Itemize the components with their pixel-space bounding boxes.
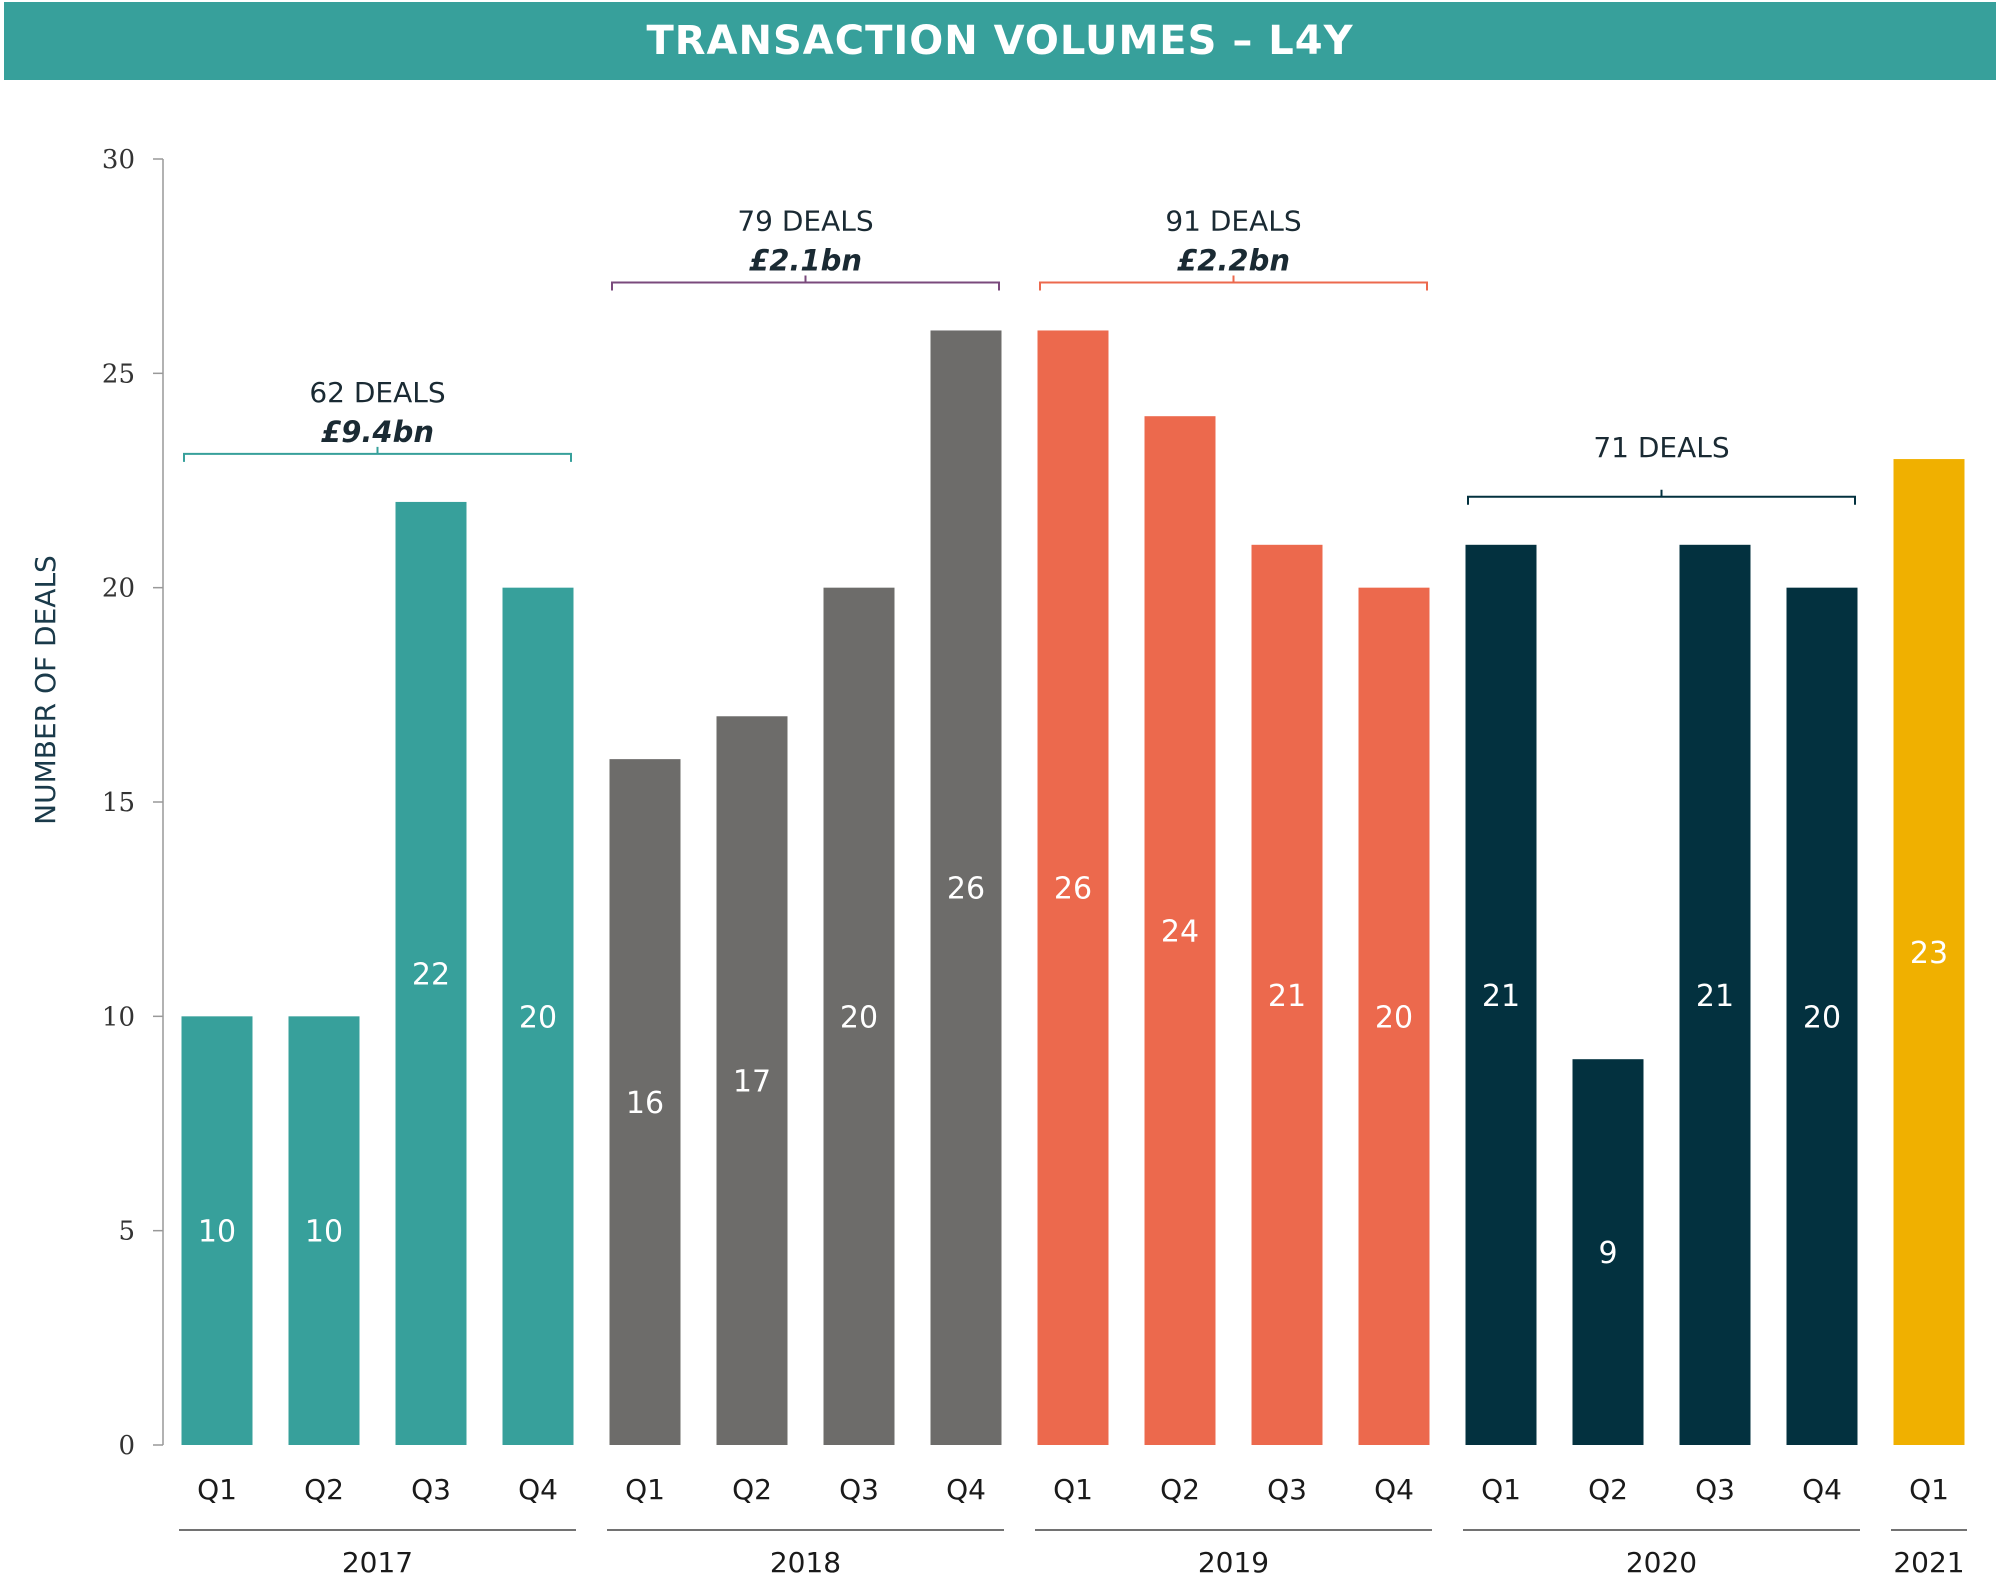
x-category-label: Q3: [839, 1473, 879, 1506]
x-year-label: 2020: [1626, 1546, 1697, 1579]
bar-data-label: 16: [626, 1086, 664, 1121]
bar-data-label: 23: [1910, 936, 1948, 971]
y-axis-title: NUMBER OF DEALS: [29, 555, 62, 825]
annotation-deals-count: 79 DEALS: [737, 204, 873, 237]
bar: [1786, 587, 1858, 1445]
bar: [1572, 1059, 1644, 1445]
x-category-label: Q4: [1374, 1473, 1414, 1506]
bar: [181, 1016, 253, 1445]
bar-data-label: 21: [1696, 979, 1734, 1014]
x-category-label: Q2: [732, 1473, 772, 1506]
bar-data-label: 20: [1375, 1000, 1413, 1035]
x-category-label: Q1: [1481, 1473, 1521, 1506]
x-category-label: Q4: [1802, 1473, 1842, 1506]
x-category-label: Q4: [946, 1473, 986, 1506]
x-category-label: Q1: [197, 1473, 237, 1506]
y-tick-label: 20: [102, 574, 135, 604]
bar-data-label: 20: [1803, 1000, 1841, 1035]
annotation-bracket: [1039, 275, 1428, 291]
bar: [502, 587, 574, 1445]
bar-data-label: 22: [412, 957, 450, 992]
bar: [930, 330, 1002, 1445]
y-tick-label: 0: [118, 1431, 135, 1461]
y-tick-label: 25: [102, 359, 135, 389]
x-year-label: 2021: [1893, 1546, 1964, 1579]
bar-data-label: 24: [1161, 915, 1199, 950]
bar: [1465, 544, 1537, 1445]
bar: [609, 759, 681, 1445]
bar-data-label: 10: [198, 1215, 236, 1250]
annotation-bracket: [183, 446, 572, 462]
annotation-deals-count: 91 DEALS: [1165, 204, 1301, 237]
chart-title-banner: TRANSACTION VOLUMES – L4Y: [4, 2, 1996, 80]
annotation-deal-value: £9.4bn: [321, 415, 434, 449]
x-category-label: Q3: [411, 1473, 451, 1506]
x-category-label: Q1: [625, 1473, 665, 1506]
bar-data-label: 26: [1054, 872, 1092, 907]
x-year-label: 2017: [342, 1546, 413, 1579]
bar-data-label: 20: [840, 1000, 878, 1035]
bar: [823, 587, 895, 1445]
bar: [1037, 330, 1109, 1445]
bar-data-label: 21: [1268, 979, 1306, 1014]
annotation-deal-value: £2.1bn: [749, 243, 862, 277]
x-category-label: Q2: [304, 1473, 344, 1506]
annotation-deals-count: 71 DEALS: [1593, 431, 1729, 464]
bar-data-label: 20: [519, 1000, 557, 1035]
annotation-bracket: [611, 275, 1000, 291]
annotation-deals-count: 62 DEALS: [309, 376, 445, 409]
bar: [1679, 544, 1751, 1445]
annotation-bracket: [1467, 489, 1856, 505]
bar-data-label: 17: [733, 1065, 771, 1100]
y-tick-label: 5: [118, 1217, 135, 1247]
x-category-label: Q2: [1588, 1473, 1628, 1506]
bar: [1893, 459, 1965, 1446]
bar: [1358, 587, 1430, 1445]
x-category-label: Q1: [1909, 1473, 1949, 1506]
bar-data-label: 10: [305, 1215, 343, 1250]
x-category-label: Q3: [1695, 1473, 1735, 1506]
bar: [288, 1016, 360, 1445]
x-category-label: Q4: [518, 1473, 558, 1506]
bar-data-label: 9: [1598, 1236, 1617, 1271]
y-tick-label: 15: [102, 788, 135, 818]
bar-data-label: 26: [947, 872, 985, 907]
x-category-label: Q3: [1267, 1473, 1307, 1506]
x-category-label: Q1: [1053, 1473, 1093, 1506]
annotation-deal-value: £2.2bn: [1177, 243, 1290, 277]
bar: [1144, 416, 1216, 1446]
x-year-label: 2018: [770, 1546, 841, 1579]
bar-data-label: 21: [1482, 979, 1520, 1014]
y-tick-label: 10: [102, 1002, 135, 1032]
chart-title: TRANSACTION VOLUMES – L4Y: [646, 18, 1354, 64]
x-year-label: 2019: [1198, 1546, 1269, 1579]
x-category-label: Q2: [1160, 1473, 1200, 1506]
y-tick-label: 30: [102, 145, 135, 175]
bar: [1251, 544, 1323, 1445]
bar: [395, 501, 467, 1445]
bar: [716, 716, 788, 1445]
